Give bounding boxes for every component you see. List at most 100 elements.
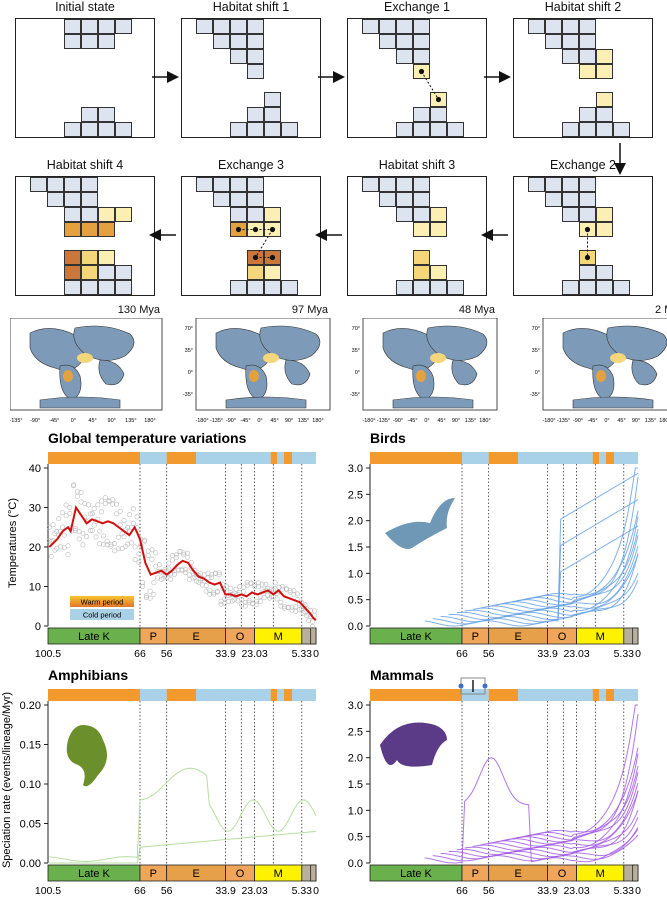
grid-cell: [81, 280, 98, 295]
grid-cell: [98, 34, 115, 49]
climate-period-bar: [277, 452, 284, 464]
temperature-sample: [86, 502, 92, 508]
temperature-sample: [142, 538, 148, 544]
temperature-sample: [255, 580, 261, 586]
temperature-sample: [306, 618, 312, 624]
grid-cell: [81, 192, 98, 207]
temperature-sample: [184, 554, 190, 560]
grid-cell: [264, 122, 281, 137]
temperature-sample: [231, 597, 237, 603]
panel-title: Initial state: [55, 0, 115, 14]
y-tick-label: 0.10: [20, 779, 41, 791]
grid-cell: [562, 122, 579, 137]
map-x-tick: 135°: [645, 418, 656, 424]
temperature-sample: [58, 544, 64, 550]
temperature-sample: [263, 581, 269, 587]
temperature-sample: [48, 553, 54, 559]
temperature-sample: [298, 606, 304, 612]
age-label: 5.33: [614, 648, 635, 660]
age-label: 23.03: [563, 648, 589, 660]
temperature-sample: [272, 580, 278, 586]
grid-cell: [413, 265, 430, 280]
grid-cell: [528, 19, 545, 34]
temperature-sample: [149, 547, 155, 553]
grid-cell: [528, 177, 545, 192]
climate-period-bar: [196, 452, 271, 464]
temperature-sample: [87, 511, 93, 517]
temperature-sample: [149, 556, 155, 562]
temperature-sample: [224, 583, 230, 589]
grid-cell: [281, 280, 298, 295]
map-x-tick: 90°: [108, 418, 116, 424]
map-y-tick: 70°: [352, 326, 360, 332]
grid-cell: [115, 265, 132, 280]
temperature-sample: [203, 588, 209, 594]
grid-cell: [81, 19, 98, 34]
grid-cell: [413, 34, 430, 49]
panel-title: Exchange 2: [549, 158, 617, 172]
speciation-rate-line: [528, 747, 639, 836]
grid-cell: [230, 122, 247, 137]
speciation-rate-line: [504, 772, 639, 843]
climate-period-bar: [614, 452, 638, 464]
temperature-sample: [222, 596, 228, 602]
grid-cell: [562, 34, 579, 49]
temperature-sample: [211, 591, 217, 597]
temperature-sample: [285, 605, 291, 611]
map-x-tick: -90°: [30, 418, 40, 424]
temperature-sample: [244, 580, 250, 586]
bird-icon: [385, 498, 455, 549]
climate-period-bar: [599, 689, 606, 701]
temperature-sample: [166, 566, 172, 572]
temperature-sample: [205, 575, 211, 581]
age-label: 33.9: [537, 648, 558, 660]
map-x-tick: 0°: [424, 418, 429, 424]
grid-cell: [64, 222, 81, 237]
dispersal-dot: [269, 254, 276, 261]
grid-cell: [115, 19, 132, 34]
grid-cell: [596, 64, 613, 79]
temperature-sample: [227, 585, 233, 591]
opossum-icon: [380, 722, 447, 767]
grid-cell: [115, 122, 132, 137]
chart-panel: Amphibians 0.00 0.05 0.10 0.15 0.20 Late K P E O M…: [1, 667, 319, 897]
grid-cell: [396, 34, 413, 49]
grid-cell: [213, 34, 230, 49]
map-canvas: -180°-135°-90° -45° 0° 45° 90° 135°180° 70° 35°…: [530, 317, 667, 424]
map-x-tick: -45°: [240, 418, 250, 424]
temperature-sample: [295, 591, 301, 597]
temperature-sample: [104, 538, 110, 544]
temperature-sample: [136, 559, 142, 565]
temperature-sample: [170, 557, 176, 563]
temperature-sample: [239, 602, 245, 608]
panel-frame: [347, 176, 487, 296]
temperature-sample: [289, 607, 295, 613]
temperature-sample: [140, 580, 146, 586]
temperature-sample: [110, 497, 116, 503]
grid-cell: [64, 265, 81, 280]
grid-cell: [64, 34, 81, 49]
temperature-sample: [151, 591, 157, 597]
epoch-label: P: [150, 631, 157, 643]
temperature-sample: [65, 543, 71, 549]
speciation-rate-line: [448, 553, 639, 621]
grid-cell: [562, 177, 579, 192]
temperature-sample: [74, 489, 80, 495]
grid-cell: [230, 34, 247, 49]
map-y-tick: 35°: [185, 348, 193, 354]
temperature-sample: [280, 586, 286, 592]
map-canvas: -135° -90° -45° 0° 45° 90° 135° 180°: [9, 317, 163, 424]
temperature-sample: [278, 603, 284, 609]
y-tick-label: 1.0: [348, 805, 363, 817]
age-label: 33.9: [537, 885, 558, 897]
temperature-sample: [257, 594, 263, 600]
age-label: 56: [161, 648, 173, 660]
map-x-tick: -90°: [573, 418, 583, 424]
grid-cell: [264, 107, 281, 122]
temperature-sample: [171, 571, 177, 577]
grid-cell: [596, 280, 613, 295]
temperature-sample: [212, 571, 218, 577]
grid-cell: [81, 222, 98, 237]
epoch-label: Late K: [400, 868, 432, 880]
y-tick-label: 3.0: [348, 700, 363, 712]
